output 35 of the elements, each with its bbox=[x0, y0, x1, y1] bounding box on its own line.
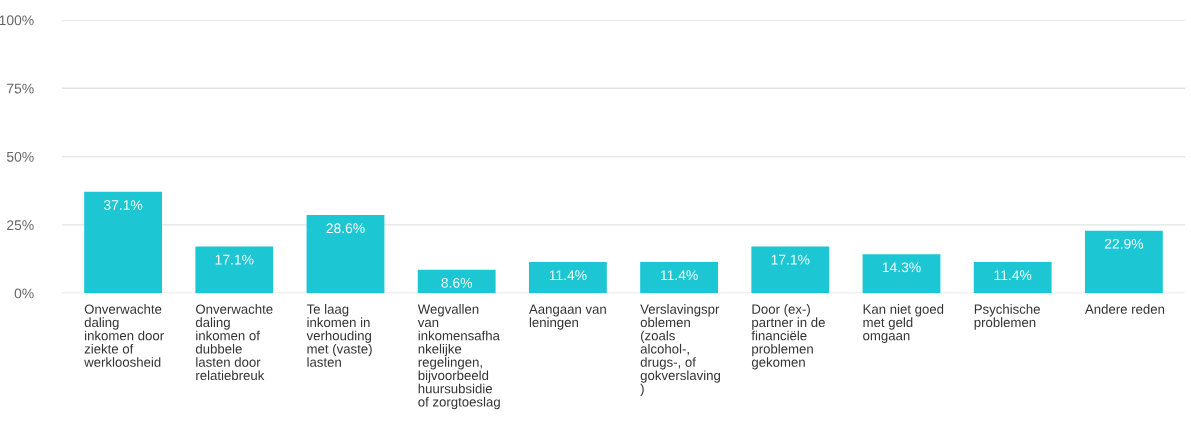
data-label: 11.4% bbox=[994, 270, 1032, 281]
y-tick-label: 50% bbox=[6, 151, 34, 162]
x-tick-label: Onverwachte daling inkomen of dubbele lasten door relatiebreuk bbox=[195, 304, 273, 381]
y-tick-label: 25% bbox=[7, 220, 34, 231]
y-tick-label: 100% bbox=[0, 15, 34, 26]
bar bbox=[528, 262, 607, 294]
bar bbox=[640, 262, 719, 294]
x-tick-label: Andere reden bbox=[1084, 304, 1165, 314]
bar bbox=[417, 269, 496, 294]
bar bbox=[84, 191, 163, 294]
x-tick-label: Verslavingspr oblemen (zoals alcohol-, drugs-, of gokverslaving ) bbox=[640, 304, 720, 396]
data-label: 8.6% bbox=[441, 277, 473, 288]
y-tick-label: 75% bbox=[7, 83, 34, 94]
bar bbox=[751, 246, 830, 294]
data-label: 11.4% bbox=[549, 270, 587, 281]
data-label: 17.1% bbox=[215, 254, 254, 265]
bar bbox=[195, 246, 274, 294]
x-tick-label: Wegvallen van inkomensafha nkelijke regelingen, bijvoorbeeld huursubsidie of zorgtoeslag bbox=[417, 304, 500, 410]
data-label: 11.4% bbox=[660, 270, 698, 281]
data-label: 37.1% bbox=[103, 200, 143, 210]
data-label: 22.9% bbox=[1104, 238, 1144, 249]
bar bbox=[1084, 230, 1163, 294]
data-label: 14.3% bbox=[882, 262, 921, 273]
x-tick-label: Door (ex-) partner in de financiële problemen gekomen bbox=[751, 304, 825, 370]
bar bbox=[862, 254, 941, 294]
data-label: 17.1% bbox=[771, 254, 810, 265]
x-tick-label: Onverwachte daling inkomen door ziekte of werkloosheid bbox=[84, 304, 164, 367]
bar bbox=[973, 262, 1052, 294]
x-tick-label: Kan niet goed met geld omgaan bbox=[863, 304, 944, 343]
x-tick-label: Aangaan van leningen bbox=[529, 304, 606, 330]
y-tick-label: 0% bbox=[14, 288, 34, 299]
x-tick-label: Psychische problemen bbox=[974, 304, 1040, 330]
data-label: 28.6% bbox=[326, 223, 365, 234]
bar bbox=[306, 215, 385, 294]
x-tick-label: Te laag inkomen in verhouding met (vaste) lasten bbox=[306, 304, 372, 367]
